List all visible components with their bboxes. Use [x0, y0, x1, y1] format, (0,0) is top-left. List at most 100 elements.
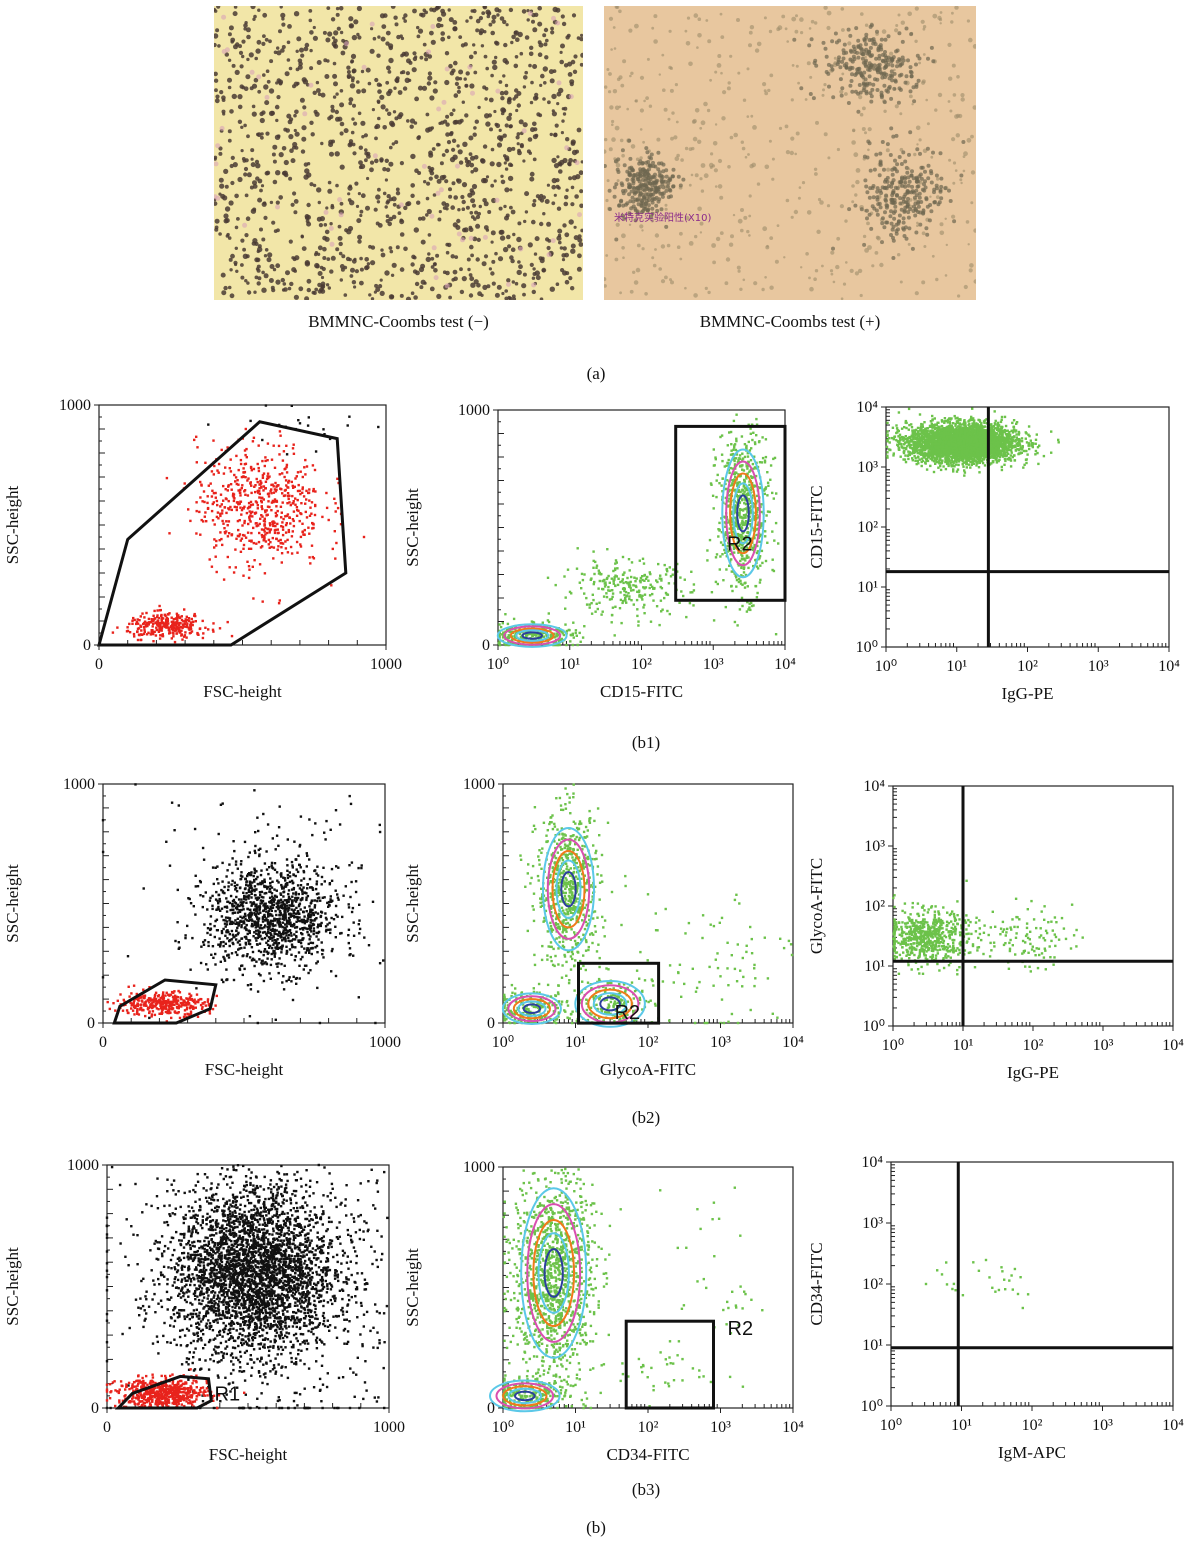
density-contour	[537, 1232, 570, 1314]
event-population	[106, 984, 218, 1023]
x-tick-label: 10³	[1092, 1417, 1113, 1434]
x-tick-label: 10⁰	[492, 1034, 514, 1051]
y-tick-label: 1000	[463, 776, 495, 793]
x-tick-label: 10³	[703, 656, 724, 673]
density-contour	[514, 1390, 536, 1402]
gate-label: R1	[215, 1384, 241, 1406]
x-tick-label: 0	[95, 656, 103, 673]
x-tick-label: 10⁰	[880, 1417, 902, 1434]
x-tick-label: 10⁴	[1158, 658, 1180, 675]
x-tick-label: 0	[99, 1034, 107, 1051]
event-population	[111, 604, 234, 644]
y-tick-label: 10³	[864, 838, 885, 855]
x-tick-label: 10¹	[565, 1419, 586, 1436]
event-population	[174, 829, 382, 1002]
plot-b2-2: R2 10⁰ 10¹ 10² 10³ 10⁴ 0 1000 GlycoA-FITC SSC-hei…	[400, 770, 804, 1105]
density-contour	[551, 850, 586, 929]
x-tick-label: 10²	[1022, 1417, 1043, 1434]
x-axis-label: IgG-PE	[1002, 684, 1054, 703]
density-contour	[555, 859, 582, 919]
photo-overlay-text: 米特克实验阳性(X10)	[614, 213, 712, 224]
x-tick-label: 10²	[1023, 1037, 1044, 1054]
y-tick-label: 10⁴	[863, 778, 885, 795]
density-contour	[725, 460, 761, 567]
x-tick-label: 10³	[1093, 1037, 1114, 1054]
x-tick-label: 10⁴	[1162, 1417, 1184, 1434]
x-tick-label: 1000	[373, 1419, 405, 1436]
density-contour	[560, 871, 577, 908]
x-axis-label: FSC-height	[205, 1060, 284, 1079]
x-tick-label: 10¹	[951, 1417, 972, 1434]
y-tick-label: 1000	[59, 397, 91, 414]
x-axis-label: FSC-height	[209, 1445, 288, 1464]
coombs-positive-photo: 米特克实验阳性(X10)	[604, 6, 976, 300]
density-contour	[599, 996, 621, 1012]
plot-b1-3: 10⁰ 10¹ 10² 10³ 10⁴ 10⁰ 10¹ 10² 10³ 10⁴ IgG-PE CD15…	[800, 395, 1192, 730]
density-contour	[489, 1379, 561, 1413]
density-contour	[532, 1219, 575, 1327]
x-tick-label: 10⁰	[875, 658, 897, 675]
event-population	[706, 413, 780, 636]
y-tick-label: 0	[87, 1015, 95, 1032]
y-axis-label: SSC-height	[3, 486, 22, 565]
y-axis-label: GlycoA-FITC	[807, 858, 826, 954]
y-tick-label: 10²	[864, 898, 885, 915]
panel-a-label: (a)	[586, 364, 606, 383]
gate-label: R2	[728, 1318, 754, 1340]
y-tick-label: 0	[487, 1400, 495, 1417]
y-tick-label: 10²	[857, 519, 878, 536]
coombs-positive-caption: BMMNC-Coombs test (+)	[699, 312, 881, 331]
y-tick-label: 10¹	[864, 958, 885, 975]
y-tick-label: 10⁰	[861, 1398, 883, 1415]
density-contour	[496, 623, 568, 648]
x-tick-label: 10⁴	[774, 656, 796, 673]
density-contour	[574, 980, 646, 1028]
density-contour	[520, 1187, 588, 1359]
x-tick-label: 10¹	[565, 1034, 586, 1051]
plot-b2-1: 0 1000 0 1000 FSC-height SSC-height	[0, 770, 401, 1085]
density-contour	[521, 631, 543, 640]
gate-rectangle	[674, 424, 787, 602]
y-tick-label: 0	[482, 637, 490, 654]
density-contour	[502, 1385, 548, 1407]
gate-label: R2	[615, 1002, 641, 1024]
x-tick-label: 10⁴	[1162, 1037, 1184, 1054]
y-tick-label: 10²	[862, 1276, 883, 1293]
y-tick-label: 1000	[458, 402, 490, 419]
density-contour	[507, 995, 557, 1023]
y-axis-label: CD34-FITC	[807, 1242, 826, 1325]
event-population	[502, 1167, 622, 1410]
event-population	[640, 1186, 764, 1410]
density-contour	[495, 1382, 555, 1410]
plot-frame	[102, 783, 386, 1024]
density-contour	[587, 988, 633, 1020]
density-contour	[515, 629, 550, 642]
x-tick-label: 10³	[710, 1034, 731, 1051]
density-contour	[546, 838, 591, 940]
x-tick-label: 10⁰	[882, 1037, 904, 1054]
density-contour	[507, 1387, 543, 1405]
row-label-b1: (b1)	[631, 733, 661, 752]
density-contour	[542, 826, 595, 952]
y-tick-label: 10⁴	[856, 399, 878, 416]
gate-polygon	[97, 420, 348, 647]
y-tick-label: 10⁰	[863, 1018, 885, 1035]
x-axis-label: CD15-FITC	[600, 682, 683, 701]
density-contour	[503, 625, 562, 646]
y-tick-label: 0	[91, 1400, 99, 1417]
x-tick-label: 10³	[710, 1419, 731, 1436]
panel-b-label: (b)	[586, 1518, 606, 1537]
y-tick-label: 10⁰	[856, 639, 878, 656]
x-axis-label: IgM-APC	[998, 1443, 1066, 1462]
y-axis-label: CD15-FITC	[807, 485, 826, 568]
event-population	[546, 547, 696, 637]
plot-b2-3: 10⁰ 10¹ 10² 10³ 10⁴ 10⁰ 10¹ 10² 10³ 10⁴ IgG-PE Glyc…	[800, 770, 1192, 1105]
density-contour	[592, 992, 628, 1016]
y-axis-label: SSC-height	[403, 1248, 422, 1327]
event-population	[541, 965, 671, 1025]
density-contour	[721, 448, 765, 579]
event-population	[885, 407, 1060, 477]
density-contour	[526, 1203, 582, 1343]
y-tick-label: 1000	[63, 776, 95, 793]
y-tick-label: 1000	[463, 1159, 495, 1176]
